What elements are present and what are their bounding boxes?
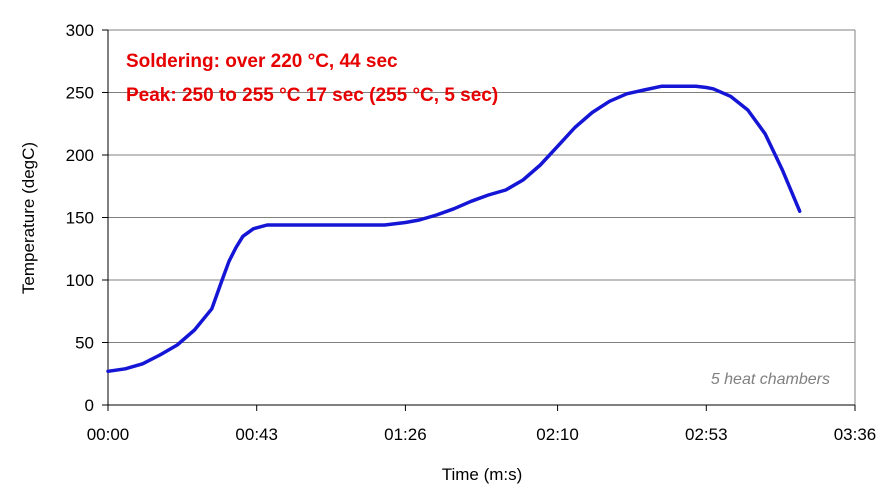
- y-tick-label-200: 200: [66, 146, 94, 165]
- y-tick-label-50: 50: [75, 334, 94, 353]
- annotation-peak: Peak: 250 to 255 °C 17 sec (255 °C, 5 se…: [126, 85, 498, 106]
- chamber-note: 5 heat chambers: [711, 371, 830, 388]
- series-line-0: [106, 84, 802, 374]
- x-tick-label-00-00: 00:00: [87, 425, 130, 444]
- y-tick-label-100: 100: [66, 271, 94, 290]
- y-tick-label-300: 300: [66, 21, 94, 40]
- annotation-soldering: Soldering: over 220 °C, 44 sec: [126, 51, 398, 72]
- series-layer: [106, 84, 802, 374]
- x-tick-label-00-43: 00:43: [235, 425, 278, 444]
- y-tick-label-250: 250: [66, 84, 94, 103]
- grid-lines: [108, 29, 856, 405]
- y-tick-labels: 0 50 100 150 200 250 300: [66, 21, 94, 415]
- y-tick-label-0: 0: [85, 396, 94, 415]
- x-tick-label-01-26: 01:26: [384, 425, 427, 444]
- y-tick-label-150: 150: [66, 209, 94, 228]
- x-axis-title: Time (m:s): [442, 465, 523, 484]
- y-axis-title: Temperature (degC): [19, 142, 38, 294]
- x-tick-label-02-53: 02:53: [685, 425, 728, 444]
- x-tick-label-02-10: 02:10: [536, 425, 579, 444]
- x-tick-label-03-36: 03:36: [834, 425, 877, 444]
- axes: [102, 29, 856, 411]
- x-tick-labels: 00:00 00:43 01:26 02:10 02:53 03:36: [87, 425, 877, 444]
